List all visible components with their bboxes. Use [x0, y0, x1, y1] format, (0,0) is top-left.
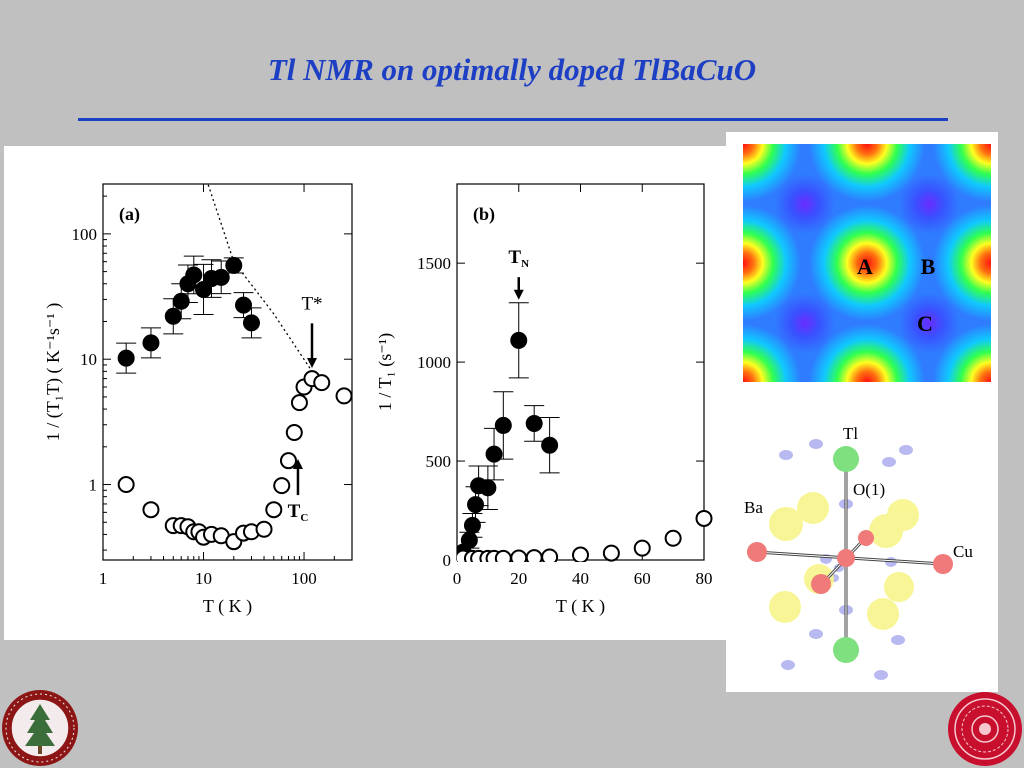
x-tick-label-a: 100 — [291, 569, 317, 588]
open-point-a — [117, 476, 135, 494]
map-label-b: B — [921, 254, 936, 279]
x-tick-label-a: 1 — [99, 569, 108, 588]
tc-arrow-head — [292, 458, 303, 469]
filled-point-b — [510, 331, 528, 349]
filled-point-b — [460, 531, 478, 549]
crystal-label-cu: Cu — [953, 542, 973, 561]
annotation-c: TC — [288, 501, 309, 524]
open-point-a — [290, 394, 308, 412]
crystal-label-o1: O(1) — [853, 480, 885, 499]
x-tick-label-b: 80 — [696, 569, 713, 588]
crystal-tl-top — [833, 446, 859, 472]
open-point-a — [313, 374, 331, 392]
tstar-arrow-head — [306, 358, 317, 369]
open-point-b — [572, 546, 589, 562]
open-point-b — [541, 548, 559, 562]
x-tick-label-b: 60 — [634, 569, 651, 588]
x-tick-label-a: 10 — [195, 569, 212, 588]
x-tick-label-b: 20 — [510, 569, 527, 588]
crystal-label-ba: Ba — [744, 498, 763, 517]
structure-panel: A B C — [726, 132, 998, 692]
filled-point-a — [172, 292, 190, 310]
x-axis-label-b: T ( K ) — [556, 596, 605, 617]
y-tick-label-a: 100 — [72, 225, 98, 244]
chart-b: 0 20 40 60 80 0 500 1000 1500 T ( K ) 1 / T₁ (s⁻¹)… — [375, 183, 713, 617]
y-tick-label-b: 1500 — [417, 254, 451, 273]
open-point-a — [335, 387, 353, 405]
nmr-figure: 1 10 100 1 10 100 T ( K ) 1 / (T₁T) ( K⁻¹s⁻¹ ) (… — [43, 182, 713, 617]
slide-title: Tl NMR on optimally doped TlBaCuO — [267, 52, 757, 87]
open-point-b — [633, 539, 651, 557]
filled-point-a — [242, 314, 260, 332]
tn-arrow-head — [513, 289, 524, 300]
y-tick-label-b: 500 — [426, 452, 452, 471]
contour-map-cold-spots — [775, 174, 959, 353]
crystal-cu-right — [933, 554, 953, 574]
filled-point-b — [525, 414, 543, 432]
x-axis-label-a: T ( K ) — [203, 596, 252, 617]
data-layer-b — [457, 302, 713, 562]
open-point-a — [142, 501, 160, 519]
x-tick-label-b: 0 — [453, 569, 462, 588]
filled-point-a — [142, 334, 160, 352]
dotted-guide-curve — [206, 182, 313, 372]
y-tick-label-a: 10 — [80, 350, 97, 369]
open-point-b — [602, 544, 620, 562]
panel-label-b: (b) — [473, 204, 495, 225]
open-point-b — [525, 549, 543, 562]
filled-point-b — [494, 416, 512, 434]
university-seal-left — [2, 690, 78, 766]
x-tick-label-b: 40 — [572, 569, 589, 588]
title-rule — [78, 118, 948, 121]
open-point-a — [255, 520, 273, 538]
data-layer-a — [116, 182, 353, 551]
crystal-structure: Tl O(1) Ba Cu — [744, 424, 973, 680]
filled-point-b — [541, 436, 559, 454]
y-tick-label-a: 1 — [89, 476, 98, 495]
open-point-a — [285, 424, 303, 442]
open-point-a — [265, 501, 283, 519]
filled-point-b — [485, 445, 503, 463]
crystal-cu-back — [858, 530, 874, 546]
open-point-b — [695, 509, 713, 527]
plot-frame-b — [456, 183, 705, 561]
y-axis-label-a: 1 / (T₁T) ( K⁻¹s⁻¹ ) — [43, 303, 64, 442]
contour-map — [743, 144, 991, 382]
filled-point-b — [463, 516, 481, 534]
filled-point-b — [479, 479, 497, 497]
chart-a: 1 10 100 1 10 100 T ( K ) 1 / (T₁T) ( K⁻¹s⁻¹ ) (… — [43, 182, 353, 617]
crystal-cu-center — [837, 549, 855, 567]
y-tick-label-b: 0 — [443, 551, 452, 570]
crystal-cu-left — [747, 542, 767, 562]
filled-point-a — [212, 268, 230, 286]
plot-frame-a — [102, 183, 353, 561]
open-point-b — [664, 529, 682, 547]
panel-label-a: (a) — [119, 204, 140, 225]
filled-point-a — [235, 296, 253, 314]
open-point-a — [273, 477, 291, 495]
crystal-tl-bottom — [833, 637, 859, 663]
filled-point-a — [225, 256, 243, 274]
y-tick-label-b: 1000 — [417, 353, 451, 372]
crystal-label-tl: Tl — [843, 424, 858, 443]
university-seal-right — [948, 692, 1022, 766]
open-point-b — [510, 549, 528, 562]
crystal-cu-front — [811, 574, 831, 594]
open-point-b — [494, 549, 512, 562]
annotation-n: TN — [508, 247, 529, 270]
map-label-a: A — [857, 254, 873, 279]
filled-point-a — [117, 349, 135, 367]
filled-point-b — [467, 496, 485, 514]
open-point-a — [279, 452, 297, 470]
figure-panel: 1 10 100 1 10 100 T ( K ) 1 / (T₁T) ( K⁻¹s⁻¹ ) (… — [4, 146, 744, 640]
contour-map-hot-spots — [743, 144, 991, 382]
contour-map-svg: A B C — [743, 144, 991, 680]
annotation-t: T* — [301, 293, 322, 314]
filled-point-a — [164, 307, 182, 325]
map-label-c: C — [917, 311, 933, 336]
y-axis-label-b: 1 / T₁ (s⁻¹) — [375, 333, 396, 411]
filled-point-a — [185, 266, 203, 284]
